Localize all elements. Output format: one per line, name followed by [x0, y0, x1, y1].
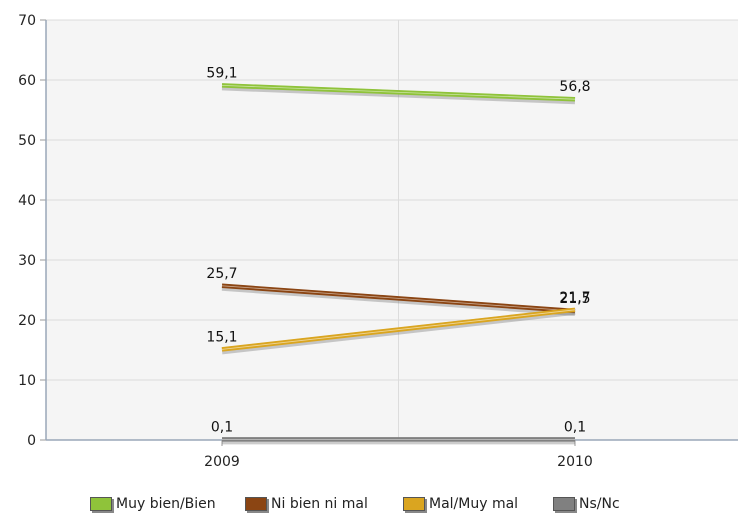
data-label: 56,8: [559, 79, 590, 95]
series-layer: [221, 83, 576, 445]
y-tick-label: 60: [18, 73, 36, 89]
series-highlight: [221, 285, 576, 312]
data-label: 15,1: [206, 329, 237, 345]
legend-label-mal-muy-mal: Mal/Muy mal: [429, 496, 519, 512]
legend-swatch-ni-bien-ni-mal: [245, 497, 267, 511]
y-tick-label: 70: [18, 13, 36, 29]
legend: Muy bien/Bien Ni bien ni mal Mal/Muy mal…: [0, 493, 738, 515]
legend-item-ns-nc[interactable]: Ns/Nc: [553, 493, 620, 515]
legend-item-mal-muy-mal[interactable]: Mal/Muy mal: [403, 493, 518, 515]
series-highlight: [221, 309, 576, 350]
series-highlight: [221, 85, 576, 100]
x-tick-label: 2009: [204, 454, 240, 470]
data-label: 21,5: [559, 291, 590, 307]
y-tick-label: 0: [27, 433, 36, 449]
y-tick-label: 30: [18, 253, 36, 269]
legend-swatch-ns-nc: [553, 497, 575, 511]
plot-background: [46, 20, 738, 440]
legend-swatch-mal-muy-mal: [403, 497, 425, 511]
y-tick-label: 20: [18, 313, 36, 329]
x-tick-label: 2010: [557, 454, 593, 470]
legend-label-ni-bien-ni-mal: Ni bien ni mal: [271, 496, 368, 512]
grid: [46, 19, 738, 440]
legend-item-ni-bien-ni-mal[interactable]: Ni bien ni mal: [245, 493, 368, 515]
data-label: 0,1: [211, 419, 233, 435]
legend-label-ns-nc: Ns/Nc: [579, 496, 620, 512]
legend-label-muy-bien-bien: Muy bien/Bien: [116, 496, 216, 512]
data-label: 0,1: [564, 419, 586, 435]
data-label: 21,7: [559, 290, 590, 306]
data-label: 25,7: [206, 266, 237, 282]
data-labels: 59,1 56,8 25,7 21,5 15,1 21,7 0,1 0,1: [206, 65, 590, 435]
data-label: 59,1: [206, 65, 237, 81]
y-tick-label: 10: [18, 373, 36, 389]
legend-swatch-muy-bien-bien: [90, 497, 112, 511]
y-tick-label: 40: [18, 193, 36, 209]
y-tick-label: 50: [18, 133, 36, 149]
legend-item-muy-bien-bien[interactable]: Muy bien/Bien: [90, 493, 216, 515]
